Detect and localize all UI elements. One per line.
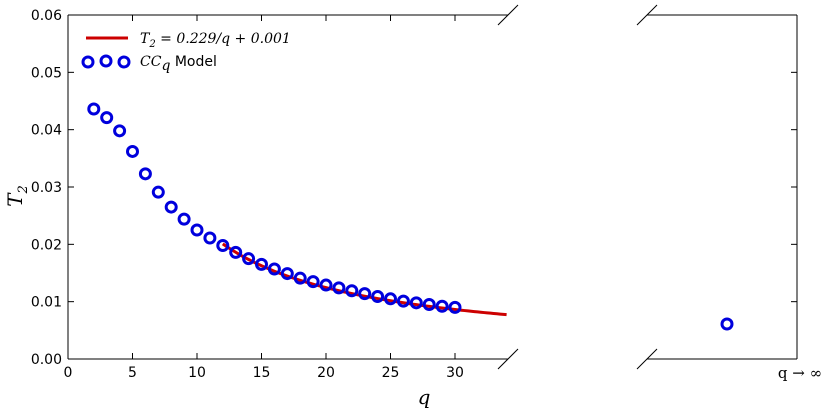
data-point [435, 299, 449, 313]
main-plot-frame [67, 4, 519, 370]
y-tick-label: 0.02 [31, 237, 62, 253]
data-point [422, 298, 436, 312]
data-point [345, 284, 359, 298]
x-tick-label: 25 [382, 365, 400, 381]
axis-break-mark-top-right [497, 4, 519, 26]
data-point [319, 278, 333, 292]
data-point [409, 296, 423, 310]
legend-marker-2 [99, 54, 113, 68]
x-tick-label: 0 [64, 365, 73, 381]
data-point [242, 252, 256, 266]
x-tick-label: 10 [188, 365, 206, 381]
infinity-data-point [720, 317, 734, 331]
axis-break-mark-bottom-left [636, 348, 658, 370]
data-point [267, 262, 281, 276]
data-point [280, 267, 294, 281]
data-point [371, 290, 385, 304]
y-ticks: 0.00 0.01 0.02 0.03 0.04 0.05 0.06 [31, 8, 797, 368]
data-point [293, 271, 307, 285]
x-axis-label: q [418, 385, 431, 409]
x-tick-label: 15 [253, 365, 271, 381]
infinity-plot-frame [636, 4, 798, 370]
infinity-points [720, 317, 734, 331]
data-point [151, 185, 165, 199]
legend-entry-fit: T2 = 0.229/q + 0.001 [140, 31, 291, 50]
data-point [448, 300, 462, 314]
y-axis-label: T2 [3, 185, 31, 207]
infinity-label: q → ∞ [778, 364, 822, 382]
data-point [306, 275, 320, 289]
y-tick-label: 0.06 [31, 8, 62, 24]
data-point [164, 200, 178, 214]
legend-marker-1 [81, 55, 95, 69]
legend: T2 = 0.229/q + 0.001 CCq Model [81, 31, 291, 74]
data-point [87, 102, 101, 116]
data-point [126, 144, 139, 158]
fit-line [221, 242, 507, 317]
data-point [190, 223, 204, 237]
svg-text:T2: T2 [3, 185, 31, 207]
y-tick-label: 0.00 [31, 352, 62, 368]
data-point [358, 287, 372, 301]
data-point [332, 281, 346, 295]
data-point [396, 294, 410, 308]
y-axis-label-sub: 2 [16, 185, 31, 194]
scatter-points [87, 102, 462, 314]
legend-marker-3 [117, 55, 131, 69]
x-tick-label: 30 [446, 365, 464, 381]
data-point [255, 257, 268, 271]
data-point [113, 124, 127, 138]
legend-entry-model: CCq Model [140, 54, 217, 74]
y-tick-label: 0.01 [31, 295, 62, 311]
data-point [177, 212, 191, 226]
y-axis-label-main: T [3, 192, 27, 207]
data-point [138, 167, 152, 181]
y-tick-label: 0.03 [31, 180, 62, 196]
x-tick-label: 5 [128, 365, 137, 381]
axis-break-mark-bottom-right [497, 348, 519, 370]
data-point [229, 245, 243, 259]
y-tick-label: 0.05 [31, 65, 62, 81]
x-tick-label: 20 [317, 365, 335, 381]
y-tick-label: 0.04 [31, 123, 62, 139]
fit-line-group [221, 242, 507, 317]
data-point [203, 231, 217, 245]
axis-break-mark-top-left [636, 4, 658, 26]
data-point [100, 111, 114, 125]
data-point [384, 292, 397, 306]
x-ticks: 0 5 10 15 20 25 30 [64, 15, 464, 381]
data-point [216, 238, 230, 252]
